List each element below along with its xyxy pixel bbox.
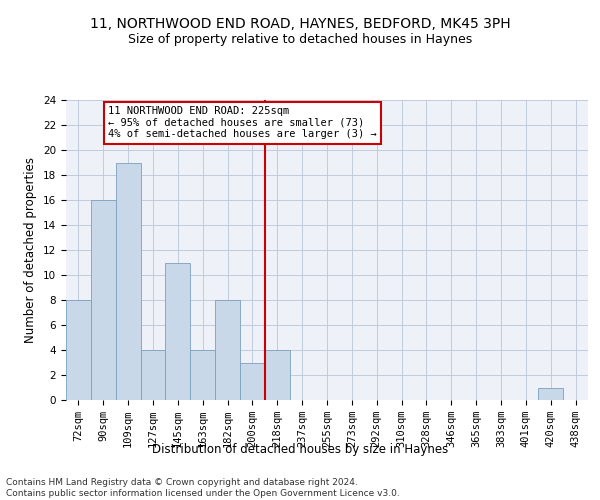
Text: Size of property relative to detached houses in Haynes: Size of property relative to detached ho… [128,32,472,46]
Text: Distribution of detached houses by size in Haynes: Distribution of detached houses by size … [152,442,448,456]
Bar [66,300,91,400]
Bar [116,162,140,400]
Text: Contains HM Land Registry data © Crown copyright and database right 2024.
Contai: Contains HM Land Registry data © Crown c… [6,478,400,498]
Y-axis label: Number of detached properties: Number of detached properties [25,157,37,343]
Text: 11 NORTHWOOD END ROAD: 225sqm
← 95% of detached houses are smaller (73)
4% of se: 11 NORTHWOOD END ROAD: 225sqm ← 95% of d… [108,106,377,140]
Bar [265,350,290,400]
Bar [190,350,215,400]
Bar [166,262,190,400]
Bar [91,200,116,400]
Bar [215,300,240,400]
Bar [140,350,166,400]
Text: 11, NORTHWOOD END ROAD, HAYNES, BEDFORD, MK45 3PH: 11, NORTHWOOD END ROAD, HAYNES, BEDFORD,… [89,18,511,32]
Bar [538,388,563,400]
Bar [240,362,265,400]
